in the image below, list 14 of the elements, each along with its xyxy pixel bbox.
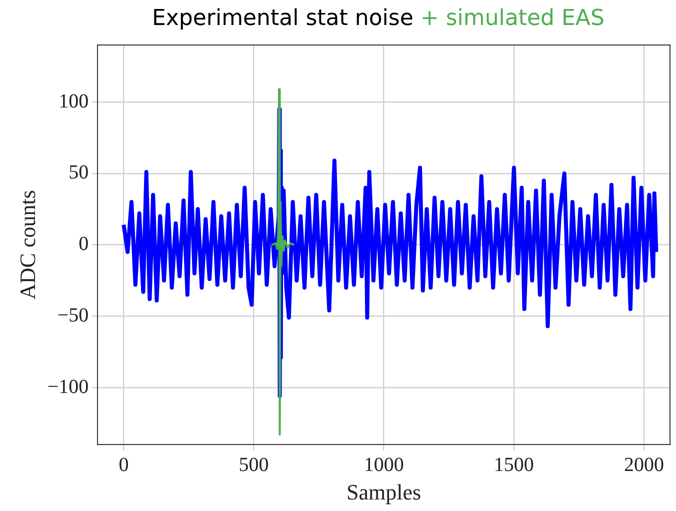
x-axis-title: Samples (346, 480, 422, 505)
y-tick-label: 0 (78, 233, 89, 256)
chart-subtitle: + simulated EAS (420, 6, 604, 31)
x-tick-label: 500 (238, 454, 269, 476)
x-tick-label: 1000 (364, 454, 404, 476)
y-tick-label: 100 (58, 90, 89, 112)
y-tick-label: −50 (57, 304, 89, 326)
y-tick-label: −100 (47, 376, 89, 398)
chart-title: Experimental stat noise (152, 6, 414, 31)
y-tick-label: 50 (68, 162, 89, 184)
x-tick-label: 0 (118, 454, 129, 476)
y-axis-title: ADC counts (14, 190, 40, 300)
x-tick-label: 1500 (494, 454, 534, 476)
x-tick-label: 2000 (624, 454, 664, 476)
